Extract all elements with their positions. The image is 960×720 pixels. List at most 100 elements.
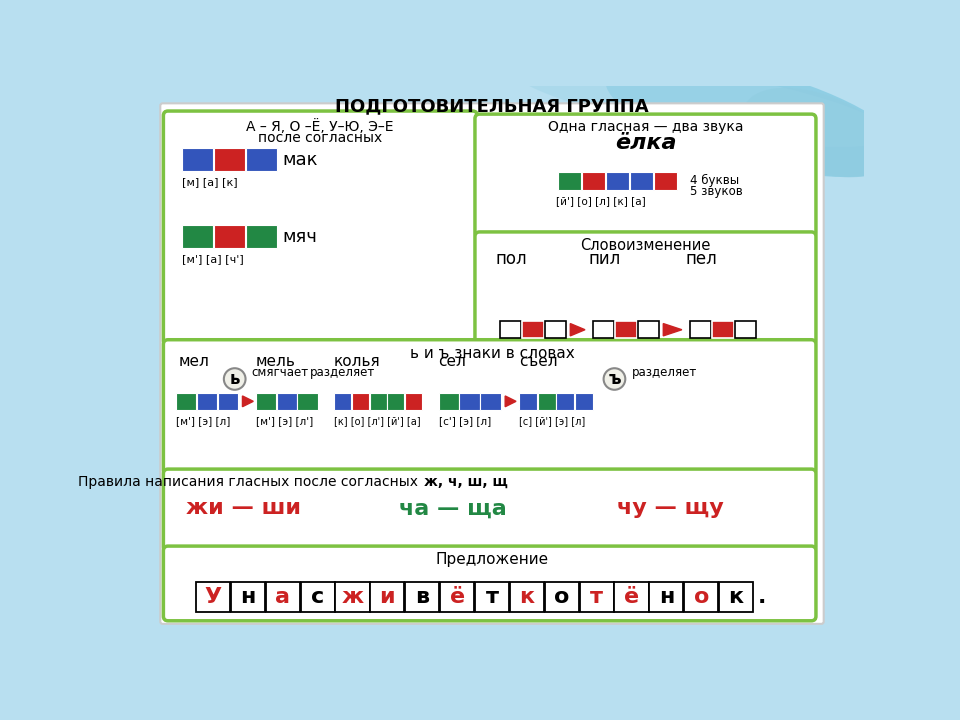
Text: т: т [486, 587, 498, 607]
Text: мак: мак [283, 150, 319, 168]
Bar [440, 582, 474, 611]
Text: мель: мель [255, 354, 296, 369]
FancyBboxPatch shape [163, 469, 816, 552]
Text: [й'] [о] [л] [к] [а]: [й'] [о] [л] [к] [а] [557, 197, 646, 207]
Text: мяч: мяч [283, 228, 318, 246]
Bar [182, 148, 213, 171]
Text: ё: ё [449, 587, 465, 607]
Text: [м] [а] [к]: [м] [а] [к] [182, 177, 238, 187]
Bar [218, 393, 238, 410]
Bar [300, 582, 335, 611]
Bar [475, 582, 509, 611]
Bar [615, 321, 636, 338]
Bar [196, 582, 230, 611]
Polygon shape [570, 323, 585, 336]
Bar [557, 393, 574, 410]
Text: разделяет: разделяет [310, 366, 375, 379]
Text: ж: ж [342, 587, 364, 607]
Bar [522, 321, 544, 338]
Text: о: о [554, 587, 569, 607]
Text: Правила написания гласных после согласных: Правила написания гласных после согласны… [78, 475, 422, 490]
Bar [649, 582, 684, 611]
Bar [500, 321, 521, 338]
Bar [371, 582, 404, 611]
Text: Словоизменение: Словоизменение [580, 238, 710, 253]
Polygon shape [663, 323, 682, 336]
Circle shape [604, 368, 625, 390]
Text: пол: пол [495, 250, 527, 268]
Text: в: в [415, 587, 429, 607]
Bar [197, 393, 217, 410]
Bar [370, 393, 387, 410]
Text: 5 звуков: 5 звуков [689, 185, 742, 199]
Text: ь: ь [229, 370, 240, 388]
Bar [637, 321, 660, 338]
Bar [614, 582, 649, 611]
Bar [538, 393, 556, 410]
Bar [405, 582, 440, 611]
Bar [351, 393, 369, 410]
Bar [558, 172, 581, 190]
Text: ь и ъ знаки в словах: ь и ъ знаки в словах [410, 346, 574, 361]
Bar [734, 321, 756, 338]
Bar [582, 172, 605, 190]
Bar [580, 582, 613, 611]
Bar [388, 393, 404, 410]
Bar [480, 393, 500, 410]
Text: ча — ща: ча — ща [399, 498, 507, 518]
Text: к: к [519, 587, 535, 607]
Bar [439, 393, 459, 410]
Text: смягчает: смягчает [252, 366, 309, 379]
Text: Предложение: Предложение [436, 552, 548, 567]
Bar [575, 393, 592, 410]
Text: колья: колья [334, 354, 380, 369]
Bar [405, 393, 422, 410]
Text: после согласных: после согласных [258, 131, 382, 145]
Text: [к] [о] [л'] [й'] [а]: [к] [о] [л'] [й'] [а] [334, 416, 420, 426]
Text: чу — щу: чу — щу [617, 498, 724, 518]
Ellipse shape [606, 58, 905, 177]
Text: У: У [204, 587, 222, 607]
Bar [460, 393, 480, 410]
Bar [654, 172, 677, 190]
Text: н: н [659, 587, 674, 607]
Text: А – Я, О –Ё, У–Ю, Э–Е: А – Я, О –Ё, У–Ю, Э–Е [246, 119, 394, 134]
Bar [214, 148, 245, 171]
Text: жи — ши: жи — ши [186, 498, 301, 518]
Text: разделяет: разделяет [632, 366, 697, 379]
Bar [689, 321, 711, 338]
Bar [230, 582, 265, 611]
Text: с: с [311, 587, 324, 607]
Bar [246, 148, 276, 171]
Bar [176, 393, 196, 410]
Text: [м'] [а] [ч']: [м'] [а] [ч'] [182, 254, 244, 264]
Text: [с'] [э] [л]: [с'] [э] [л] [439, 416, 491, 426]
Text: ПОДГОТОВИТЕЛЬНАЯ ГРУППА: ПОДГОТОВИТЕЛЬНАЯ ГРУППА [335, 97, 649, 115]
Text: пел: пел [685, 250, 717, 268]
Bar [606, 172, 629, 190]
Text: о: о [693, 587, 708, 607]
Polygon shape [505, 396, 516, 407]
Text: .: . [757, 587, 766, 607]
Bar [276, 393, 297, 410]
Bar [519, 393, 537, 410]
Bar [544, 321, 566, 338]
Bar [510, 582, 544, 611]
Text: ё: ё [624, 587, 639, 607]
Bar [335, 582, 370, 611]
Ellipse shape [511, 57, 892, 147]
Text: ёлка: ёлка [614, 133, 676, 153]
Bar [246, 225, 276, 248]
Bar [298, 393, 318, 410]
FancyBboxPatch shape [475, 232, 816, 345]
Bar [182, 225, 213, 248]
Bar [266, 582, 300, 611]
Text: ж, ч, ш, щ: ж, ч, ш, щ [423, 475, 508, 490]
Text: 4 буквы: 4 буквы [689, 174, 739, 187]
Bar [719, 582, 754, 611]
Text: пил: пил [588, 250, 620, 268]
Text: [с] [й'] [э] [л]: [с] [й'] [э] [л] [519, 416, 586, 426]
Text: [м'] [э] [л']: [м'] [э] [л'] [255, 416, 313, 426]
FancyBboxPatch shape [475, 114, 816, 238]
FancyBboxPatch shape [163, 111, 477, 345]
